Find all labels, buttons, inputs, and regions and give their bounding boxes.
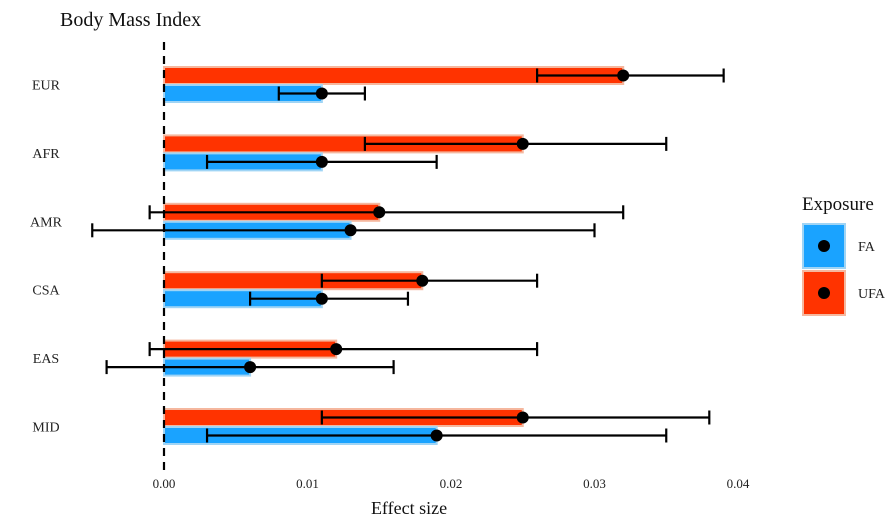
legend-item-fa: FA xyxy=(802,223,876,269)
point-fa-eas xyxy=(244,361,257,374)
category-labels: EUR AFR AMR CSA EAS MID xyxy=(30,79,63,436)
x-tick-0.00: 0.00 xyxy=(153,476,176,491)
legend-label-ufa: UFA xyxy=(858,287,886,302)
errorbar-ufa-csa xyxy=(320,273,539,288)
point-fa-afr xyxy=(315,155,328,168)
point-fa-amr xyxy=(344,224,357,237)
category-label-afr: AFR xyxy=(32,147,60,162)
legend-marker-ufa xyxy=(818,287,830,299)
bars-layer xyxy=(163,66,625,445)
category-label-eas: EAS xyxy=(33,352,59,367)
errorbar-fa-csa xyxy=(249,291,410,306)
point-fa-csa xyxy=(315,292,328,305)
point-fa-eur xyxy=(315,87,328,100)
point-ufa-mid xyxy=(516,411,529,424)
x-tick-0.02: 0.02 xyxy=(440,476,463,491)
legend: Exposure FA UFA xyxy=(802,194,886,316)
errorbar-ufa-eas xyxy=(148,342,539,357)
x-tick-0.01: 0.01 xyxy=(296,476,319,491)
point-ufa-eas xyxy=(330,343,343,356)
point-ufa-amr xyxy=(373,206,386,219)
point-ufa-eur xyxy=(617,69,630,82)
errorbar-ufa-amr xyxy=(148,205,625,220)
legend-label-fa: FA xyxy=(858,240,876,255)
category-label-amr: AMR xyxy=(30,215,63,230)
chart-title: Body Mass Index xyxy=(60,9,201,31)
x-axis-title: Effect size xyxy=(371,498,447,518)
legend-title: Exposure xyxy=(802,194,874,215)
category-label-mid: MID xyxy=(32,421,59,436)
category-label-csa: CSA xyxy=(32,284,60,299)
x-tick-labels: 0.00 0.01 0.02 0.03 0.04 xyxy=(153,476,750,491)
point-fa-mid xyxy=(430,429,443,442)
legend-marker-fa xyxy=(818,240,830,252)
errorbar-ufa-eur xyxy=(535,68,725,83)
errorbar-fa-amr xyxy=(91,223,596,238)
errorbar-ufa-mid xyxy=(320,410,711,425)
point-ufa-csa xyxy=(416,274,429,287)
errorbar-ufa-afr xyxy=(363,136,668,151)
error-bars-layer xyxy=(91,68,725,443)
points-layer xyxy=(244,69,630,442)
legend-item-ufa: UFA xyxy=(802,270,886,316)
x-tick-0.03: 0.03 xyxy=(583,476,606,491)
point-ufa-afr xyxy=(516,137,529,150)
category-label-eur: EUR xyxy=(32,79,61,94)
x-tick-0.04: 0.04 xyxy=(727,476,750,491)
